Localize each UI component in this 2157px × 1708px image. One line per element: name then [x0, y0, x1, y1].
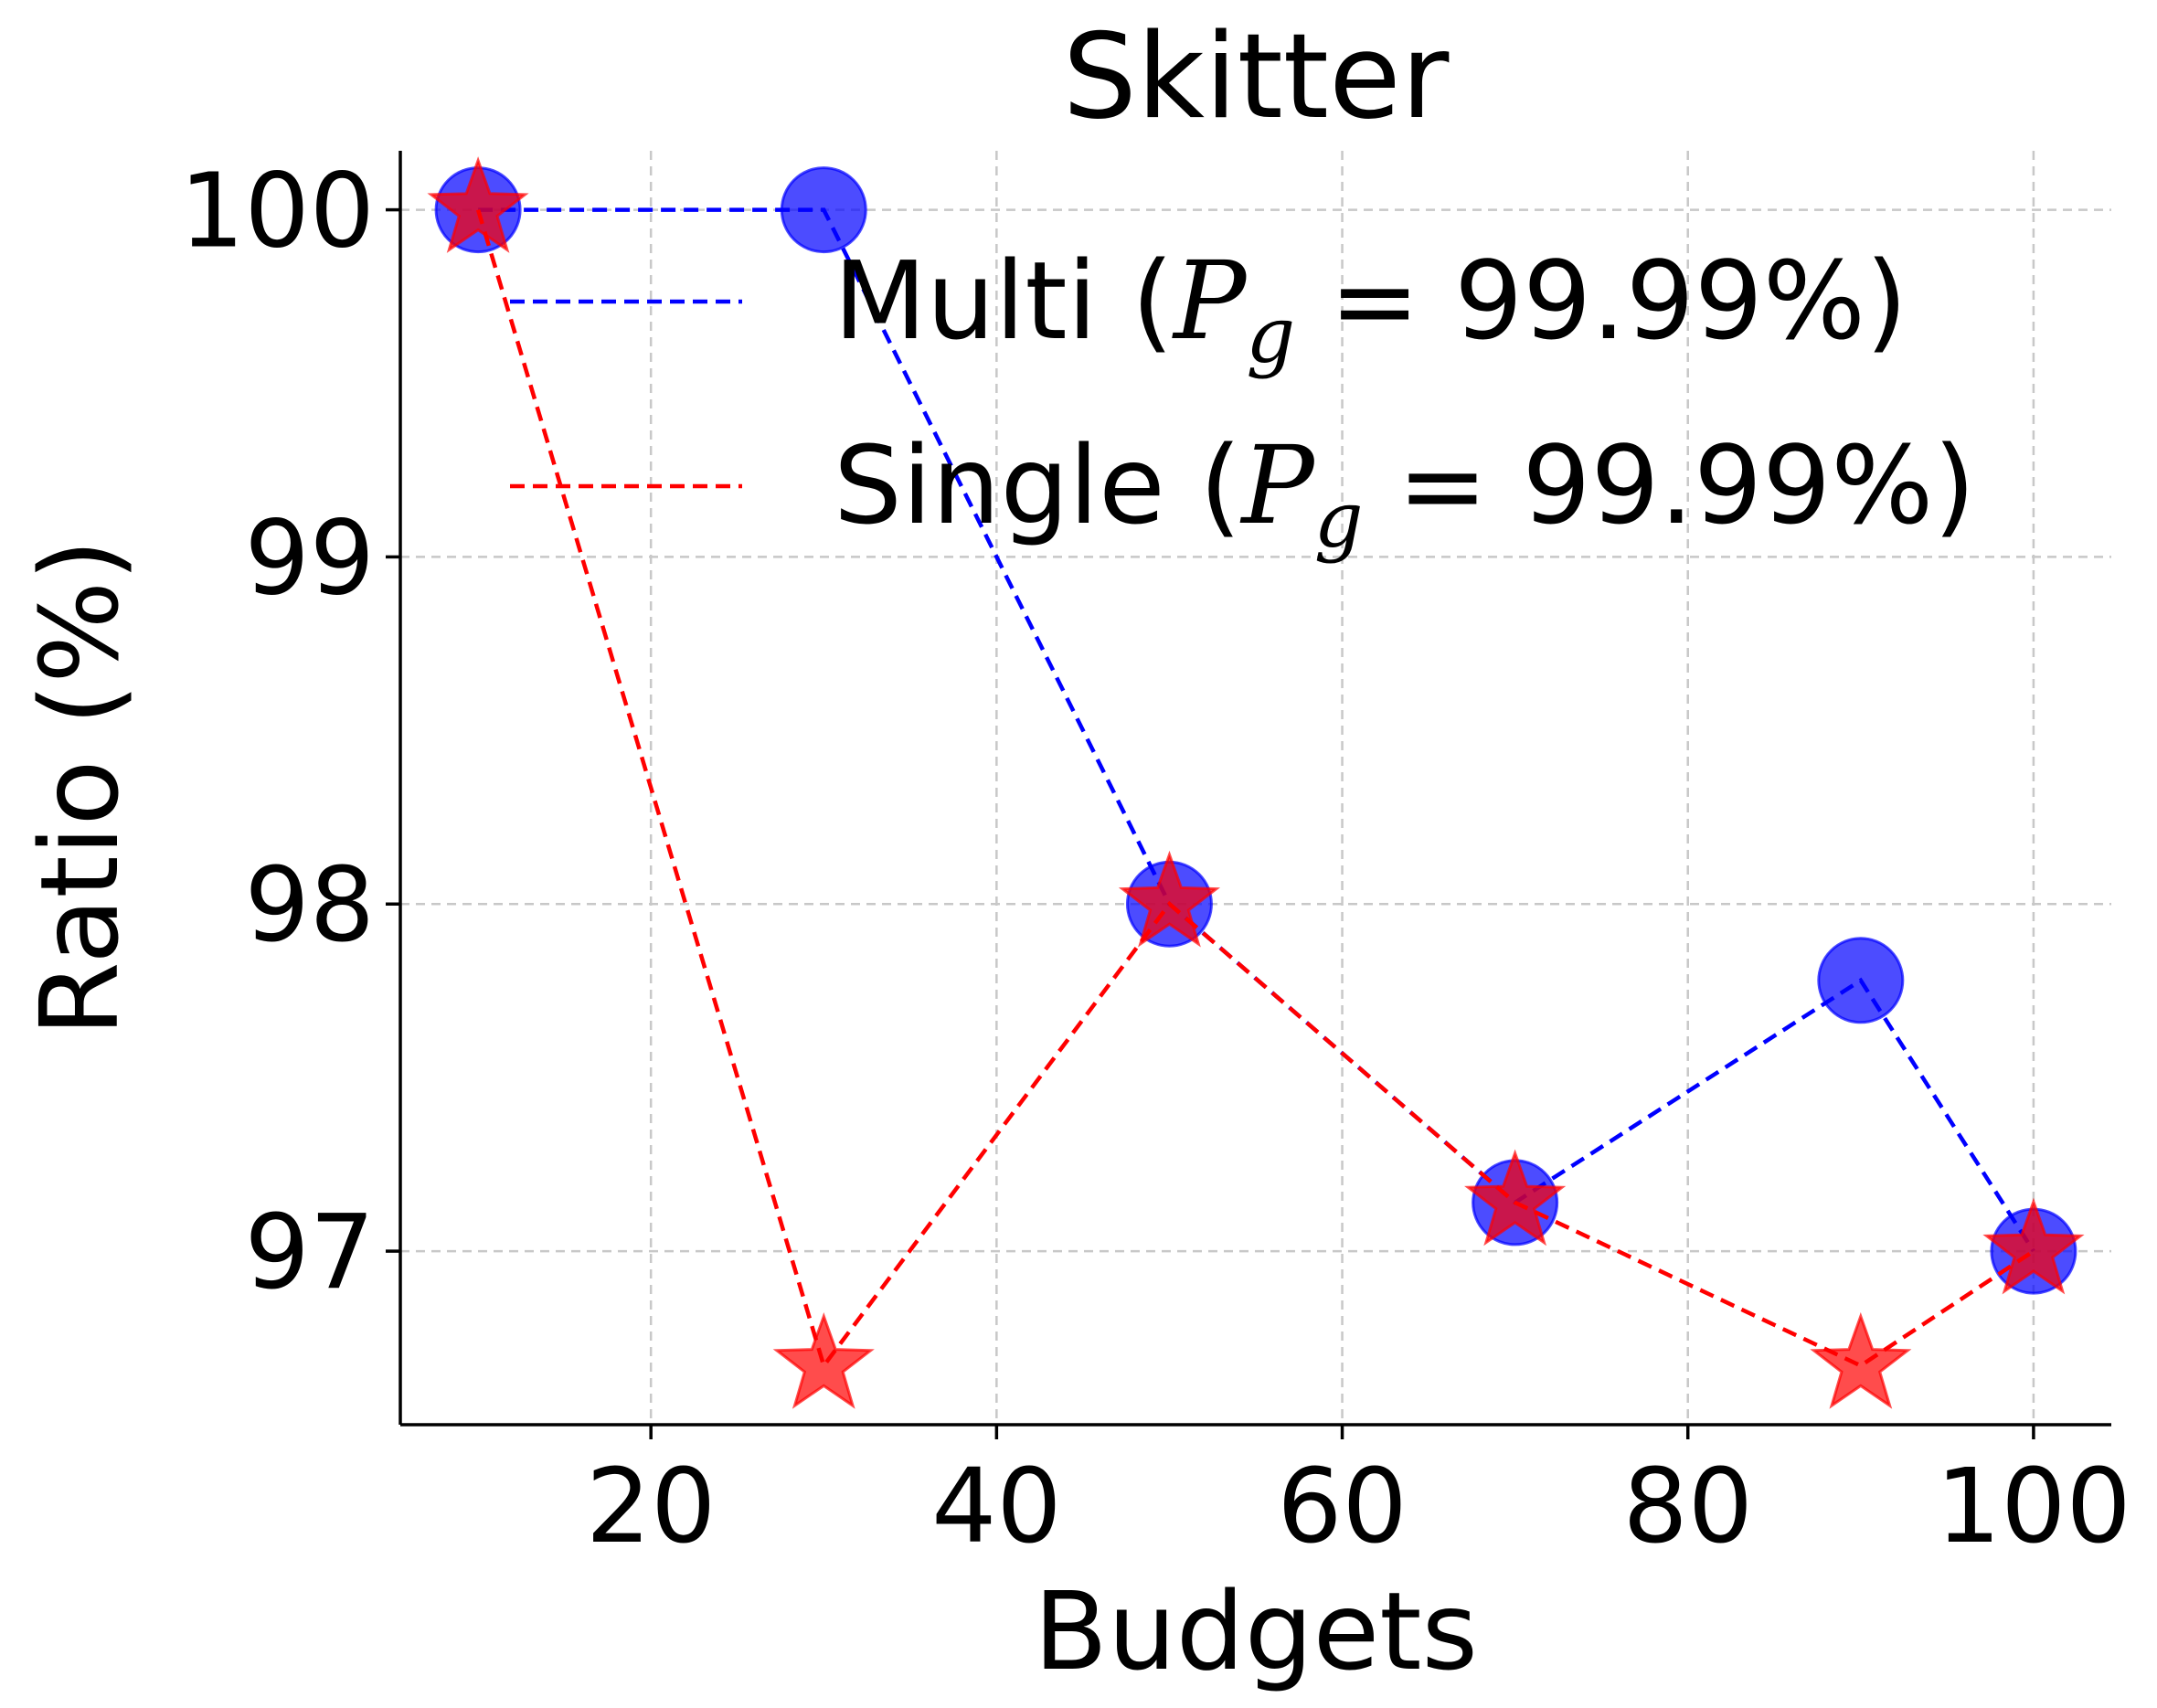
point-single [1464, 1149, 1567, 1247]
ticks: 20 40 60 80 100 97 98 99 100 [179, 153, 2131, 1566]
legend: Multi (Pg = 99.99%) Single (Pg = 99.99%) [510, 238, 1975, 565]
point-single [1118, 850, 1221, 948]
series-layer [427, 156, 2085, 1409]
x-tick-label: 20 [586, 1448, 717, 1566]
point-single [1810, 1311, 1912, 1409]
x-axis-label: Budgets [1034, 1568, 1478, 1694]
y-axis-label: Ratio (%) [16, 539, 143, 1037]
chart-title: Skitter [1063, 9, 1450, 145]
axes [398, 151, 2111, 1427]
point-single [427, 156, 529, 253]
legend-label-multi: Multi (Pg = 99.99%) [834, 238, 1907, 380]
x-tick-label: 60 [1277, 1448, 1408, 1566]
x-tick-label: 80 [1622, 1448, 1753, 1566]
series-single [427, 156, 2085, 1409]
point-multi [780, 166, 867, 254]
point-multi [1817, 937, 1905, 1024]
legend-label-single: Single (Pg = 99.99%) [834, 422, 1975, 565]
point-single [772, 1311, 875, 1409]
x-tick-label: 100 [1936, 1448, 2131, 1566]
point-single [1982, 1197, 2085, 1295]
y-tick-label: 99 [244, 499, 375, 618]
y-tick-label: 97 [244, 1193, 375, 1312]
x-tick-label: 40 [931, 1448, 1062, 1566]
series-line-single [475, 208, 2035, 1371]
y-tick-label: 98 [244, 846, 375, 965]
y-tick-label: 100 [179, 153, 375, 271]
